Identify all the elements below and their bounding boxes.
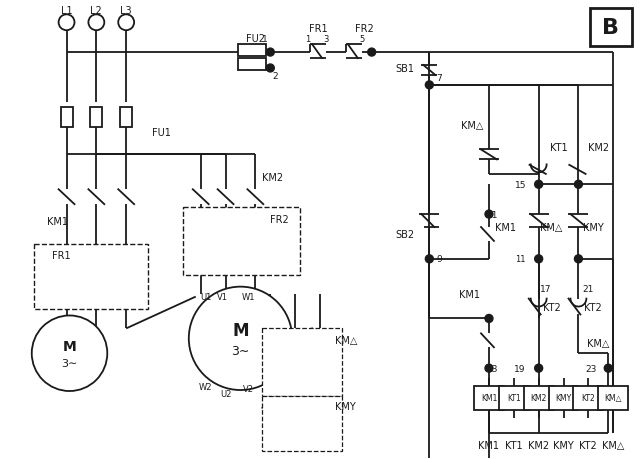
- Circle shape: [534, 255, 543, 263]
- Text: KT1: KT1: [505, 440, 523, 450]
- Text: KT1: KT1: [550, 143, 568, 153]
- Text: 3∼: 3∼: [61, 358, 77, 369]
- Text: KM△: KM△: [461, 120, 483, 130]
- Circle shape: [485, 315, 493, 323]
- Bar: [573, 386, 604, 410]
- Text: KM△: KM△: [540, 223, 563, 233]
- Text: 15: 15: [515, 180, 527, 190]
- Text: FU2: FU2: [246, 34, 265, 44]
- Bar: [499, 386, 529, 410]
- Text: KM1: KM1: [47, 217, 68, 227]
- Text: KMY: KMY: [335, 401, 356, 411]
- Text: KM2: KM2: [588, 143, 609, 153]
- Text: 17: 17: [540, 285, 552, 293]
- Circle shape: [118, 15, 134, 31]
- Text: KM1: KM1: [459, 289, 479, 299]
- Text: KT2: KT2: [582, 394, 595, 403]
- Bar: [120, 107, 132, 127]
- Text: W1: W1: [242, 292, 255, 302]
- Circle shape: [59, 15, 74, 31]
- Text: FU1: FU1: [152, 127, 170, 137]
- Circle shape: [32, 316, 108, 391]
- Text: 19: 19: [515, 364, 525, 373]
- Circle shape: [189, 287, 292, 390]
- Text: L2: L2: [90, 6, 102, 16]
- Text: FR1: FR1: [52, 250, 70, 260]
- Circle shape: [426, 255, 433, 263]
- Text: KM△: KM△: [604, 394, 622, 403]
- Circle shape: [534, 364, 543, 372]
- Text: KT2: KT2: [543, 302, 561, 312]
- Text: V2: V2: [243, 384, 254, 393]
- Circle shape: [604, 364, 612, 372]
- Bar: [598, 386, 628, 410]
- Circle shape: [266, 49, 275, 57]
- Text: 13: 13: [488, 364, 499, 373]
- Bar: [262, 396, 342, 451]
- Circle shape: [534, 181, 543, 189]
- Text: KM1: KM1: [495, 223, 516, 233]
- Text: M: M: [232, 322, 249, 340]
- Text: KT1: KT1: [507, 394, 521, 403]
- Bar: [239, 59, 266, 71]
- Circle shape: [426, 82, 433, 90]
- Bar: [474, 386, 504, 410]
- Bar: [90, 107, 102, 127]
- Text: 2: 2: [272, 72, 278, 81]
- Circle shape: [575, 255, 582, 263]
- Text: U2: U2: [220, 389, 231, 397]
- Text: KMY: KMY: [583, 223, 604, 233]
- Bar: [548, 386, 579, 410]
- Text: KMY: KMY: [556, 394, 572, 403]
- Text: FR2: FR2: [270, 215, 289, 224]
- Text: KM2: KM2: [262, 173, 284, 183]
- Circle shape: [266, 65, 275, 73]
- Text: KM2: KM2: [528, 440, 549, 450]
- Text: 11: 11: [515, 255, 525, 264]
- Text: KM△: KM△: [335, 336, 357, 346]
- Text: U1: U1: [200, 292, 211, 302]
- Text: KM1: KM1: [481, 394, 497, 403]
- Bar: [34, 244, 148, 309]
- Text: 3∼: 3∼: [231, 344, 250, 357]
- Text: KM△: KM△: [602, 440, 625, 450]
- Text: 1: 1: [305, 34, 310, 44]
- Text: KM2: KM2: [531, 394, 547, 403]
- Bar: [524, 386, 554, 410]
- Text: L3: L3: [120, 6, 132, 16]
- Bar: [262, 329, 342, 396]
- Bar: [239, 45, 266, 57]
- Text: FR1: FR1: [308, 24, 327, 34]
- Bar: [590, 9, 632, 47]
- Text: 11: 11: [488, 210, 499, 219]
- Circle shape: [88, 15, 104, 31]
- Text: KM△: KM△: [587, 339, 609, 348]
- Text: 5: 5: [359, 34, 364, 44]
- Circle shape: [575, 181, 582, 189]
- Text: FR2: FR2: [355, 24, 374, 34]
- Text: 7: 7: [436, 74, 442, 83]
- Text: KMY: KMY: [553, 440, 574, 450]
- Circle shape: [485, 364, 493, 372]
- Text: SB1: SB1: [396, 64, 415, 74]
- Circle shape: [485, 211, 493, 218]
- Text: V1: V1: [217, 292, 228, 302]
- Text: 21: 21: [582, 285, 594, 293]
- Text: 9: 9: [436, 255, 442, 264]
- Text: KT2: KT2: [584, 302, 602, 312]
- Text: B: B: [602, 18, 619, 38]
- Text: L1: L1: [61, 6, 72, 16]
- Text: 23: 23: [585, 364, 596, 373]
- Text: W2: W2: [199, 382, 212, 391]
- Text: SB2: SB2: [396, 230, 415, 240]
- Text: KM1: KM1: [479, 440, 499, 450]
- Circle shape: [368, 49, 376, 57]
- Text: M: M: [63, 340, 76, 353]
- Text: KT2: KT2: [579, 440, 597, 450]
- Text: 3: 3: [323, 34, 329, 44]
- Bar: [183, 207, 300, 275]
- Text: 1: 1: [262, 34, 268, 44]
- Bar: [61, 107, 72, 127]
